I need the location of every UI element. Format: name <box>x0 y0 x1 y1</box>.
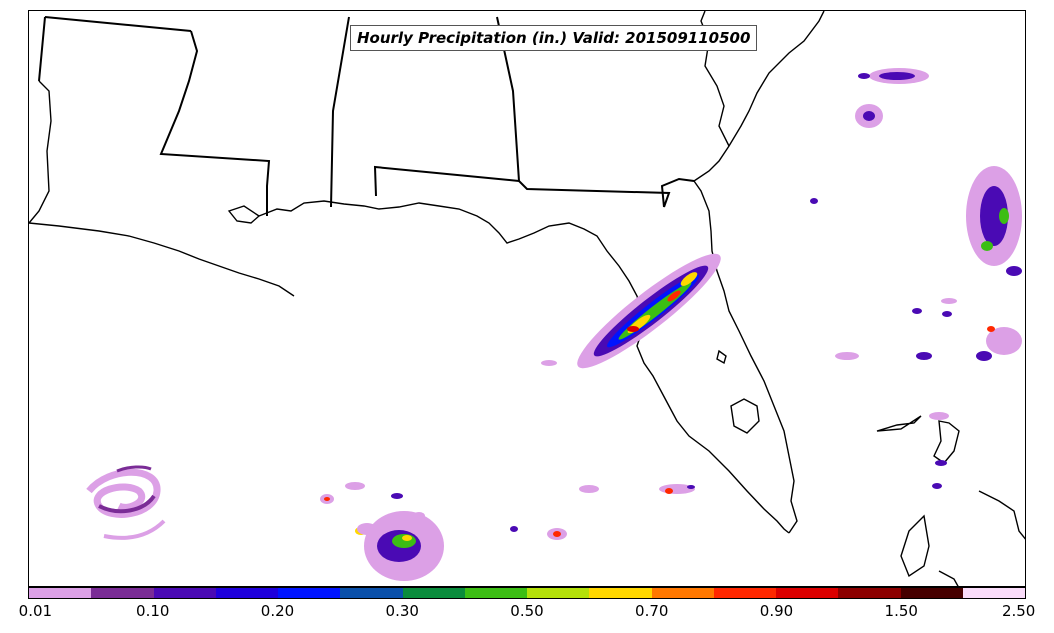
coastlines <box>29 11 1025 586</box>
colorbar-tick-label: 0.30 <box>385 602 419 620</box>
colorbar-segment <box>713 588 776 598</box>
colorbar-segment <box>651 588 714 598</box>
state-borders <box>38 16 695 216</box>
colorbar-segment <box>589 588 652 598</box>
colorbar-segment <box>776 588 839 598</box>
colorbar-segment <box>215 588 278 598</box>
colorbar-segment <box>153 588 216 598</box>
colorbar-segment <box>962 588 1025 598</box>
colorbar-tick-label: 0.90 <box>759 602 794 620</box>
colorbar-tick-label: 2.50 <box>1001 602 1036 620</box>
colorbar-tick-label: 0.70 <box>635 602 669 620</box>
precip-field <box>86 68 1022 581</box>
colorbar-segment <box>464 588 527 598</box>
map-canvas <box>29 11 1025 586</box>
colorbar-segment <box>900 588 963 598</box>
map-title: Hourly Precipitation (in.) Valid: 201509… <box>357 29 751 47</box>
colorbar-tick-label: 0.50 <box>510 602 544 620</box>
map-panel: Hourly Precipitation (in.) Valid: 201509… <box>28 10 1026 587</box>
colorbar-segment <box>527 588 590 598</box>
colorbar-tick-label: 0.01 <box>18 602 53 620</box>
colorbar-segment <box>838 588 901 598</box>
colorbar-tick-label: 0.20 <box>260 602 295 620</box>
colorbar-tick-label: 1.50 <box>884 602 918 620</box>
map-title-box: Hourly Precipitation (in.) Valid: 201509… <box>350 25 758 51</box>
colorbar-segment <box>91 588 154 598</box>
colorbar-segment <box>402 588 465 598</box>
colorbar-tick-label: 0.10 <box>136 602 170 620</box>
precip-colorbar <box>28 587 1026 599</box>
colorbar-segment <box>278 588 341 598</box>
colorbar-segment <box>340 588 403 598</box>
colorbar-segment <box>29 588 92 598</box>
